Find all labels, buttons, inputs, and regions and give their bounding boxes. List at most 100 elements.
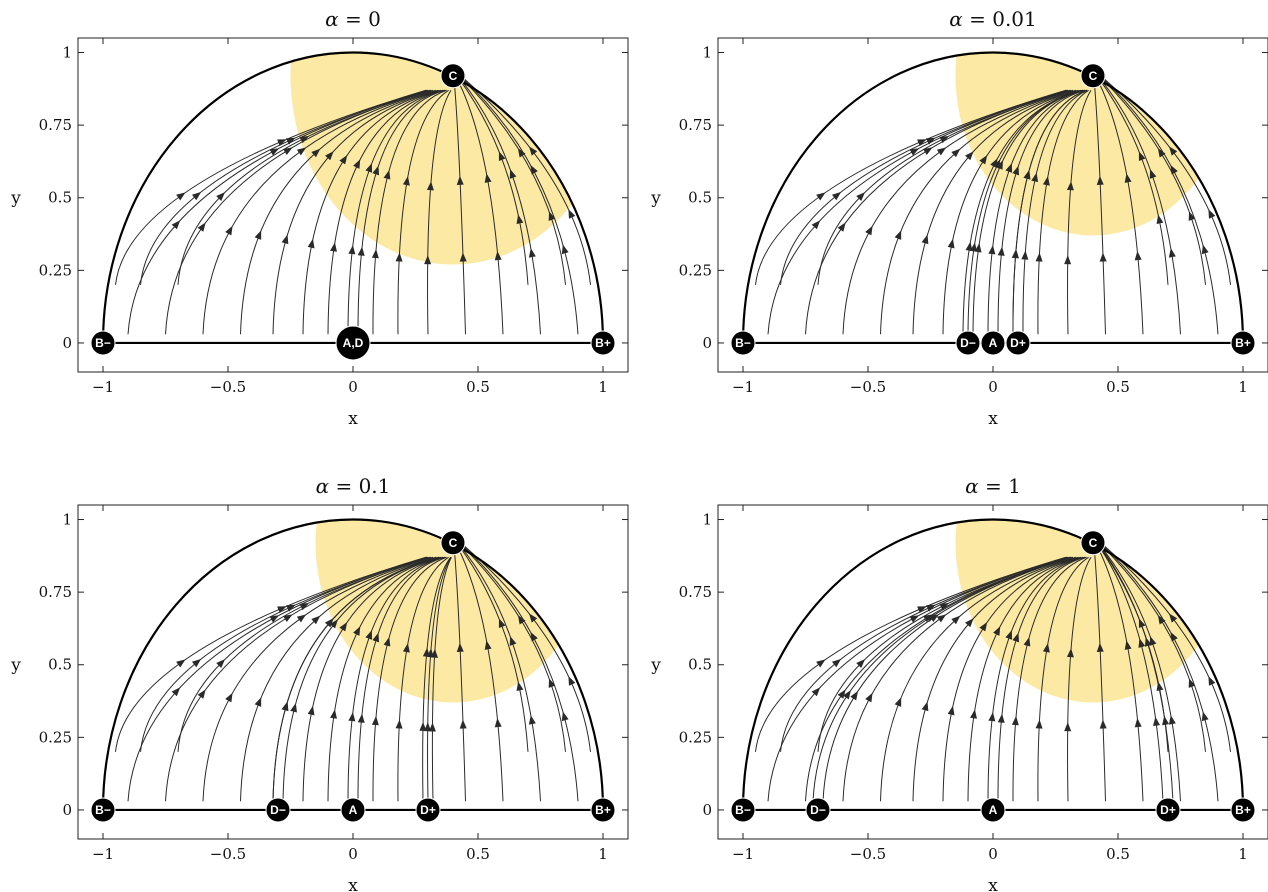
stream-arrow [383,169,391,180]
stream-arrow [1031,172,1039,183]
unit-circle-boundary [741,518,1245,810]
fixed-point-label: B+ [1235,336,1251,350]
stream-line [427,557,452,802]
x-tick-label: −0.5 [210,378,246,396]
y-tick-label: 0 [702,801,712,819]
stream-arrow [299,602,310,611]
stream-arrow [1156,214,1164,225]
stream-arrow [325,151,334,161]
chart-panel-0: −1 −0.5 0 0.5 1 0 0.25 0.5 0.75 1 x y α = 0 B− A,D B+ C [10,7,629,429]
y-tick-label: 1 [702,511,712,529]
stream-line [272,89,439,335]
stream-arrow [395,252,403,262]
stream-arrow [568,209,576,219]
stream-arrow [311,615,321,625]
stream-arrow [528,248,536,258]
fixed-point-label: A [989,803,998,817]
stream-arrow [1096,175,1104,185]
y-axis-label: y [650,656,661,676]
panel-title: α = 0.01 [949,7,1037,31]
stream-arrow [993,626,1001,636]
stream-line [177,556,432,752]
stream-arrow [516,214,524,225]
fixed-point-A: A [980,797,1006,823]
stream-line [372,89,447,335]
stream-arrow [254,230,262,240]
stream-arrow [1099,719,1107,729]
stream-arrow [974,243,982,253]
stream-arrow [517,614,526,625]
stream-arrow [456,175,464,185]
y-tick-label: 0.5 [688,189,712,207]
stream-arrow [191,191,202,201]
stream-arrow [1005,630,1013,640]
x-tick-label: −1 [732,378,754,396]
stream-arrow [296,147,307,156]
stream-line [202,89,434,335]
stream-arrow [894,697,902,707]
stream-arrow [1208,209,1216,219]
fixed-point-label: B+ [595,336,611,350]
stream-line [115,89,427,285]
fixed-point-label: D+ [1160,803,1176,817]
stream-arrow [307,705,315,716]
stream-line [822,556,1072,802]
stream-line [1103,78,1231,285]
stream-arrow [225,692,233,703]
stream-arrow [561,711,569,722]
fixed-point-label: D− [270,803,286,817]
stream-arrow [1011,716,1019,726]
stream-arrow [307,238,315,249]
stream-line [1037,89,1089,335]
stream-arrow [811,687,821,697]
stream-line [1101,78,1206,285]
stream-line [1093,545,1106,802]
stream-arrow [850,690,859,701]
stream-arrow [811,220,821,230]
stream-arrow [1134,251,1142,261]
stream-arrow [283,147,293,155]
stream-arrow [1134,718,1142,728]
stream-arrow [419,721,427,731]
stream-line [942,556,1082,802]
stream-arrow [548,211,556,221]
stream-line [397,89,449,335]
stream-line [755,556,1067,752]
stream-arrow [176,659,186,668]
y-tick-label: 1 [62,511,72,529]
stream-arrow [923,147,933,155]
stream-arrow [1201,244,1209,255]
stream-arrow [926,137,936,145]
fixed-point-C: C [440,530,466,556]
stream-line [987,556,1085,802]
y-axis-label: y [650,189,661,209]
stream-arrow [494,718,502,728]
stream-line [1012,556,1087,802]
stream-arrow [286,604,296,612]
stream-arrow [424,722,432,732]
stream-arrow [990,158,998,168]
fixed-point-label: B− [95,803,111,817]
stream-arrow [936,147,947,156]
x-axis-label: x [988,409,998,429]
stream-arrow [430,648,438,658]
stream-arrow [422,647,430,657]
y-tick-label: 0.75 [679,583,712,601]
stream-arrow [197,689,206,699]
fixed-point-label: C [1089,536,1098,550]
stream-arrow [171,220,181,230]
stream-arrow [402,643,410,653]
stream-arrow [947,238,955,249]
stream-line [462,545,579,802]
panel-title: α = 0 [325,7,381,31]
stream-arrow [509,169,517,179]
stream-arrow [951,615,961,625]
fixed-point-label: B+ [1235,803,1251,817]
stream-arrow [1168,248,1176,258]
stream-arrow [372,632,380,643]
stream-arrow [816,192,826,201]
x-tick-label: −1 [92,845,114,863]
x-tick-label: 0 [348,378,358,396]
stream-arrow [1162,715,1170,726]
x-axis-label: x [348,876,358,892]
